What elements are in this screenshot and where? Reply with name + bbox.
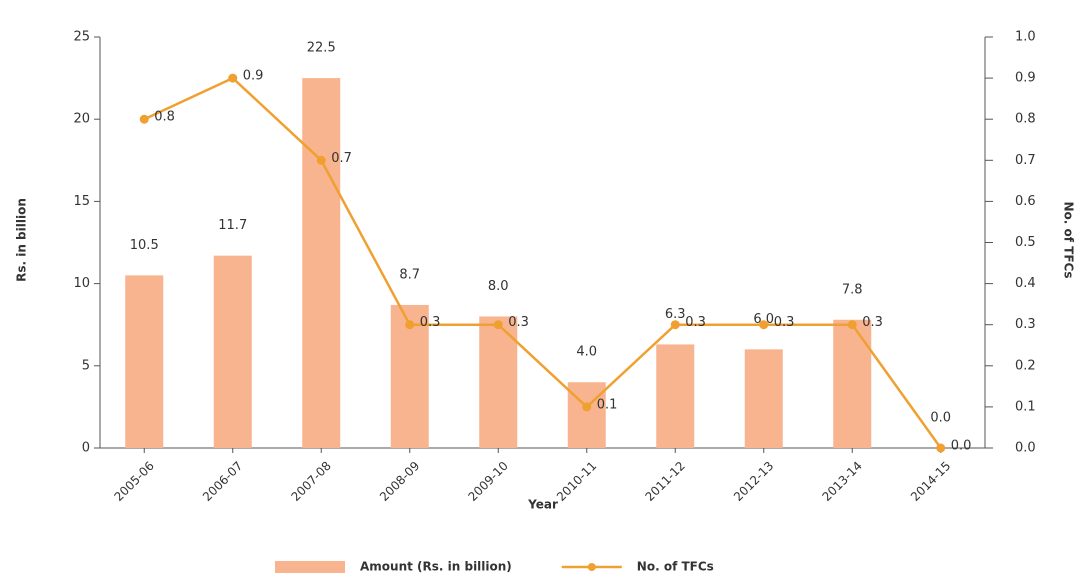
x-axis-title: Year xyxy=(527,498,558,512)
x-tick-label: 2007-08 xyxy=(288,459,333,504)
x-tick-label: 2008-09 xyxy=(377,459,422,504)
legend-label: Amount (Rs. in billion) xyxy=(360,560,512,574)
bar-value-label: 8.0 xyxy=(488,279,509,294)
x-tick-label: 2010-11 xyxy=(554,459,599,504)
bar-value-label: 4.0 xyxy=(576,345,597,360)
y2-tick-label: 0.4 xyxy=(1015,276,1036,291)
line-value-label: 0.3 xyxy=(862,315,883,330)
bar xyxy=(833,319,872,448)
bar-value-label: 6.0 xyxy=(753,312,774,327)
bar xyxy=(567,382,606,448)
y2-tick-label: 0.0 xyxy=(1015,441,1036,456)
y2-tick-label: 0.8 xyxy=(1015,112,1036,127)
legend-swatch xyxy=(587,563,596,571)
line xyxy=(143,76,942,449)
bar-value-label: 11.7 xyxy=(218,218,247,233)
line-marker xyxy=(405,320,415,330)
y-axis-title: Rs. in billion xyxy=(15,198,29,282)
line-value-label: 0.9 xyxy=(243,69,264,84)
bar-value-label: 6.3 xyxy=(665,307,686,322)
y-tick-label: 10 xyxy=(73,276,90,291)
x-tick-label: 2011-12 xyxy=(642,459,687,504)
bar xyxy=(302,78,341,448)
legend-swatch xyxy=(275,561,345,573)
line-value-label: 0.3 xyxy=(420,315,441,330)
bar xyxy=(125,275,164,448)
line-value-label: 0.0 xyxy=(951,439,972,454)
line-value-label: 0.3 xyxy=(685,315,706,330)
line-value-label: 0.1 xyxy=(597,397,618,412)
bar xyxy=(479,316,518,448)
line-marker xyxy=(316,155,326,165)
x-tick-label: 2009-10 xyxy=(465,459,510,504)
x-tick-label: 2014-15 xyxy=(908,459,953,504)
y-tick-label: 25 xyxy=(73,30,90,45)
y2-tick-label: 0.7 xyxy=(1015,153,1036,168)
x-tick-label: 2013-14 xyxy=(819,459,864,504)
line-value-label: 0.7 xyxy=(331,151,352,166)
line-value-label: 0.3 xyxy=(774,315,795,330)
y2-tick-label: 0.3 xyxy=(1015,317,1036,332)
line-marker xyxy=(582,402,592,412)
line-marker xyxy=(670,320,680,330)
y2-tick-label: 1.0 xyxy=(1015,30,1036,45)
line-marker xyxy=(139,114,149,124)
y2-tick-label: 0.5 xyxy=(1015,235,1036,250)
y2-tick-label: 0.1 xyxy=(1015,399,1036,414)
bar-value-label: 7.8 xyxy=(842,282,863,297)
line-marker xyxy=(759,320,769,330)
x-tick-label: 2006-07 xyxy=(200,459,245,504)
bar-value-label: 8.7 xyxy=(399,267,420,282)
bar xyxy=(213,255,252,448)
y-tick-label: 20 xyxy=(73,112,90,127)
bar-value-label: 0.0 xyxy=(930,411,951,426)
x-tick-label: 2012-13 xyxy=(731,459,776,504)
bar xyxy=(656,344,695,448)
x-tick-label: 2005-06 xyxy=(111,459,156,504)
y2-tick-label: 0.9 xyxy=(1015,71,1036,86)
y2-axis-title: No. of TFCs xyxy=(1062,202,1076,279)
y2-tick-label: 0.2 xyxy=(1015,358,1036,373)
bar-value-label: 10.5 xyxy=(130,238,159,253)
line-value-label: 0.8 xyxy=(154,110,175,125)
y-tick-label: 15 xyxy=(73,194,90,209)
line-marker xyxy=(847,320,857,330)
line-marker xyxy=(228,73,238,83)
bar xyxy=(744,349,783,448)
line-marker xyxy=(493,320,503,330)
legend-label: No. of TFCs xyxy=(637,560,714,574)
y-tick-label: 0 xyxy=(82,441,90,456)
y-tick-label: 5 xyxy=(82,358,90,373)
line-value-label: 0.3 xyxy=(508,315,529,330)
line-marker xyxy=(936,443,946,453)
y2-tick-label: 0.6 xyxy=(1015,194,1036,209)
bar-value-label: 22.5 xyxy=(307,41,336,56)
